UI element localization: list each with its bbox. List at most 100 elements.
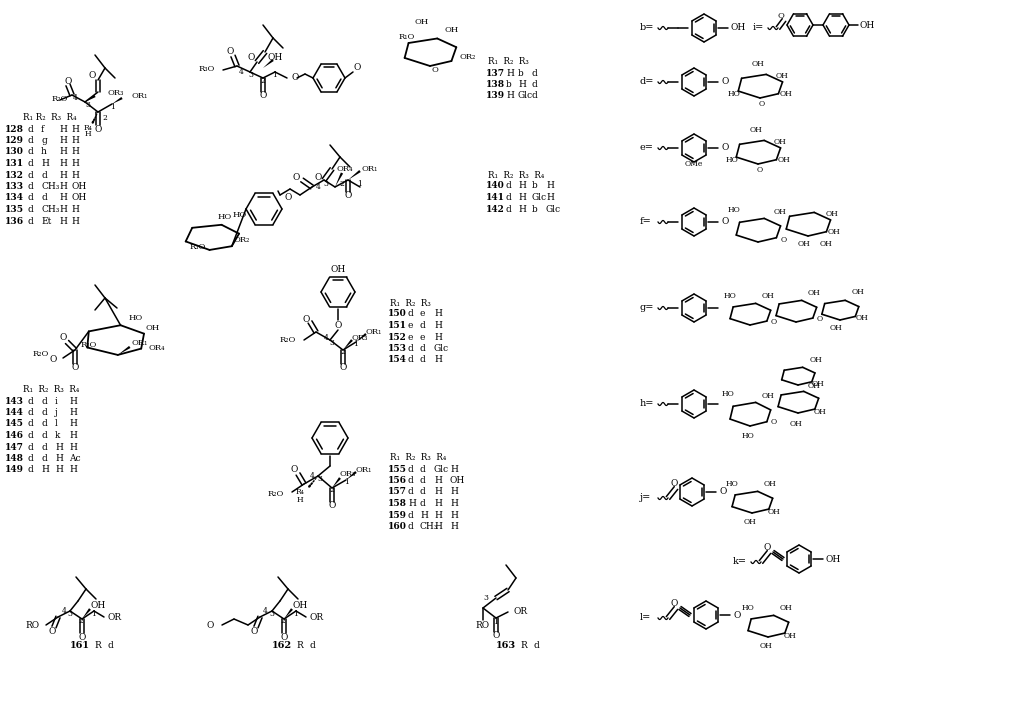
- Text: 3: 3: [249, 71, 254, 79]
- Text: 161: 161: [70, 641, 90, 650]
- Text: O: O: [207, 621, 214, 629]
- Text: Glc: Glc: [518, 91, 534, 100]
- Text: k: k: [56, 431, 61, 440]
- Text: R₂O: R₂O: [52, 95, 69, 103]
- Text: O: O: [226, 47, 233, 57]
- Text: b: b: [518, 69, 523, 78]
- Polygon shape: [118, 346, 131, 355]
- Text: HO: HO: [728, 90, 740, 98]
- Text: 129: 129: [5, 136, 24, 145]
- Text: 135: 135: [5, 205, 24, 214]
- Text: O: O: [722, 78, 730, 86]
- Text: OH: OH: [71, 194, 86, 202]
- Text: 4: 4: [316, 183, 321, 191]
- Text: 138: 138: [486, 80, 505, 89]
- Text: 2: 2: [103, 114, 108, 122]
- Text: OH: OH: [330, 266, 345, 274]
- Text: O: O: [492, 631, 500, 641]
- Text: H: H: [297, 496, 303, 504]
- Text: O: O: [95, 124, 102, 134]
- Text: O: O: [71, 363, 79, 373]
- Text: O: O: [259, 91, 266, 100]
- Text: 4: 4: [324, 334, 328, 342]
- Text: H: H: [434, 522, 442, 531]
- Polygon shape: [343, 339, 353, 350]
- Text: O: O: [734, 611, 741, 619]
- Text: e: e: [408, 332, 413, 341]
- Text: O: O: [291, 74, 298, 83]
- Text: OR₁: OR₁: [362, 165, 378, 173]
- Text: d: d: [420, 476, 426, 485]
- Text: R₃O: R₃O: [80, 341, 97, 349]
- Text: e: e: [420, 310, 426, 318]
- Text: 143: 143: [5, 397, 24, 406]
- Text: d=: d=: [640, 78, 655, 86]
- Text: 1: 1: [344, 478, 350, 486]
- Polygon shape: [82, 608, 90, 619]
- Text: H: H: [59, 159, 67, 168]
- Polygon shape: [335, 173, 343, 187]
- Text: HO: HO: [741, 432, 755, 440]
- Text: d: d: [27, 182, 33, 191]
- Text: Et: Et: [41, 216, 51, 226]
- Text: 3: 3: [269, 610, 274, 618]
- Text: H: H: [69, 443, 77, 452]
- Text: d: d: [27, 454, 33, 463]
- Text: O: O: [88, 71, 96, 81]
- Text: O: O: [248, 54, 255, 62]
- Polygon shape: [332, 477, 341, 488]
- Text: H: H: [71, 159, 79, 168]
- Text: HO: HO: [218, 213, 232, 221]
- Text: OR₃: OR₃: [108, 89, 124, 97]
- Text: 2: 2: [78, 617, 83, 625]
- Text: R₂O: R₂O: [33, 350, 49, 358]
- Text: d: d: [27, 205, 33, 214]
- Text: d: d: [27, 431, 33, 440]
- Polygon shape: [263, 59, 273, 68]
- Text: d: d: [41, 454, 46, 463]
- Text: d: d: [27, 124, 33, 134]
- Text: H: H: [71, 205, 79, 214]
- Text: R₁  R₂  R₃  R₄: R₁ R₂ R₃ R₄: [488, 170, 544, 180]
- Text: 163: 163: [495, 641, 516, 650]
- Text: RO: RO: [26, 621, 40, 629]
- Text: 160: 160: [388, 522, 407, 531]
- Text: H: H: [59, 182, 67, 191]
- Text: CH₃: CH₃: [41, 205, 60, 214]
- Text: OH: OH: [774, 208, 786, 216]
- Text: 4: 4: [262, 607, 267, 615]
- Text: O: O: [720, 488, 728, 496]
- Text: d: d: [27, 194, 33, 202]
- Text: d: d: [41, 397, 46, 406]
- Text: h=: h=: [640, 399, 655, 409]
- Text: OH: OH: [415, 18, 429, 26]
- Text: i=: i=: [752, 23, 764, 33]
- Text: H: H: [56, 443, 63, 452]
- Text: d: d: [420, 344, 426, 353]
- Text: d: d: [27, 170, 33, 180]
- Text: OH: OH: [825, 210, 839, 218]
- Text: OH: OH: [783, 632, 797, 640]
- Text: OH: OH: [749, 126, 763, 134]
- Text: OH: OH: [855, 314, 869, 322]
- Text: H: H: [518, 193, 526, 202]
- Text: H: H: [71, 148, 79, 156]
- Text: H: H: [546, 193, 554, 202]
- Text: H: H: [434, 321, 442, 330]
- Text: R₁  R₂  R₃  R₄: R₁ R₂ R₃ R₄: [390, 453, 446, 462]
- Text: d: d: [533, 69, 538, 78]
- Text: H: H: [69, 431, 77, 440]
- Text: d: d: [534, 641, 539, 650]
- Text: OH: OH: [830, 324, 842, 332]
- Text: OH: OH: [825, 554, 841, 563]
- Text: 3: 3: [483, 594, 488, 602]
- Text: O: O: [292, 173, 300, 182]
- Text: e=: e=: [640, 144, 654, 153]
- Text: 3: 3: [68, 610, 73, 618]
- Text: 1: 1: [294, 610, 298, 618]
- Text: OR₁: OR₁: [132, 92, 148, 100]
- Text: 134: 134: [5, 194, 24, 202]
- Text: H: H: [546, 182, 554, 190]
- Text: H: H: [434, 488, 442, 496]
- Text: O: O: [60, 334, 67, 342]
